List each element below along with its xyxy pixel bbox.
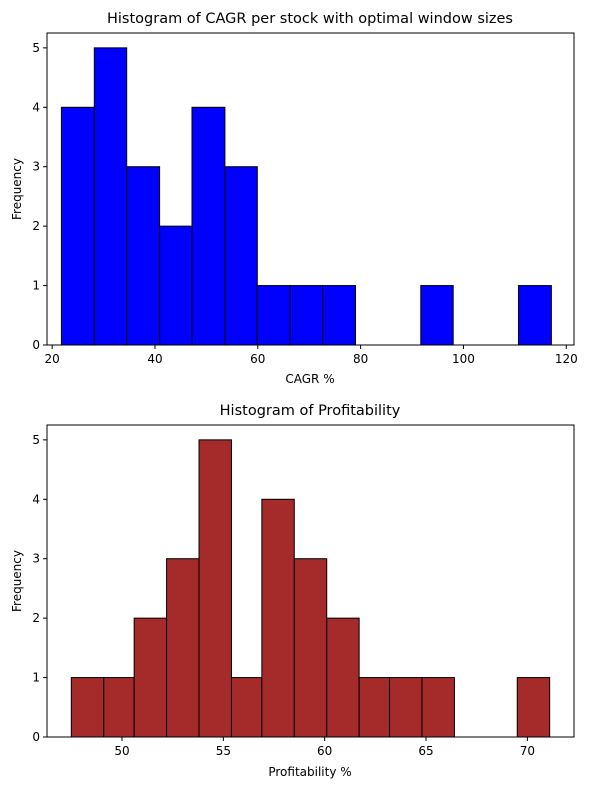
- axes-frame: [46, 424, 575, 738]
- histogram-bar: [517, 285, 552, 346]
- x-tick-label: 40: [147, 352, 162, 366]
- histogram-bar: [358, 677, 391, 738]
- histogram-bar: [191, 106, 226, 346]
- x-tick-label: 120: [555, 352, 578, 366]
- x-tick-label: 100: [452, 352, 475, 366]
- y-ticks: 0 1 2 3 4 5: [32, 433, 47, 744]
- histogram-bar: [159, 225, 193, 346]
- histogram-bar: [421, 677, 455, 738]
- y-tick-label: 5: [32, 433, 40, 447]
- y-tick-label: 1: [32, 279, 40, 293]
- histogram-bar: [420, 285, 454, 346]
- x-tick-label: 55: [216, 744, 231, 758]
- histogram-bar: [166, 558, 200, 738]
- y-tick-label: 5: [32, 41, 40, 55]
- histogram-bar: [224, 166, 258, 346]
- chart-title: Histogram of Profitability: [220, 403, 401, 419]
- bars: [60, 47, 552, 346]
- y-tick-label: 1: [32, 671, 40, 685]
- y-tick-label: 4: [32, 492, 40, 506]
- histogram-bar: [93, 47, 128, 346]
- histogram-bar: [70, 677, 105, 738]
- axes-frame: [46, 32, 575, 346]
- histogram-bar: [326, 617, 360, 738]
- chart-title: Histogram of CAGR per stock with optimal…: [107, 11, 513, 27]
- histogram-bar: [293, 558, 328, 738]
- y-tick-label: 2: [32, 611, 40, 625]
- histogram-bar: [103, 677, 135, 738]
- x-tick-label: 60: [317, 744, 332, 758]
- y-axis-label: Frequency: [10, 158, 24, 220]
- x-axis-label: Profitability %: [268, 765, 351, 779]
- x-axis-label: CAGR %: [285, 372, 334, 386]
- histogram-bar: [516, 677, 551, 738]
- x-tick-label: 20: [45, 352, 60, 366]
- x-tick-label: 65: [418, 744, 433, 758]
- bars: [70, 439, 551, 738]
- x-tick-label: 50: [114, 744, 129, 758]
- histogram-bar: [289, 285, 324, 346]
- y-axis-label: Frequency: [10, 550, 24, 612]
- y-tick-label: 2: [32, 219, 40, 233]
- histogram-bar: [389, 677, 423, 738]
- histogram-bar: [133, 617, 168, 738]
- y-tick-label: 4: [32, 100, 40, 114]
- x-tick-label: 70: [520, 744, 535, 758]
- histogram-bar: [256, 285, 291, 346]
- y-tick-label: 0: [32, 730, 40, 744]
- histogram-bar: [60, 106, 95, 346]
- y-tick-label: 3: [32, 552, 40, 566]
- y-tick-label: 3: [32, 160, 40, 174]
- histogram-bar: [126, 166, 161, 346]
- x-ticks: 50 55 60 65 70: [114, 737, 535, 758]
- histogram-bar: [261, 498, 295, 738]
- x-tick-label: 80: [353, 352, 368, 366]
- x-ticks: 20 40 60 80 100 120: [45, 345, 578, 366]
- profitability-histogram: Histogram of Profitability 50 55 60 65 70 0 1…: [10, 403, 575, 779]
- x-tick-label: 60: [250, 352, 265, 366]
- histogram-bar: [198, 439, 232, 738]
- histogram-bar: [230, 677, 263, 738]
- cagr-histogram: Histogram of CAGR per stock with optimal…: [10, 11, 578, 386]
- histogram-bar: [322, 285, 356, 346]
- y-tick-label: 0: [32, 338, 40, 352]
- y-ticks: 0 1 2 3 4 5: [32, 41, 47, 352]
